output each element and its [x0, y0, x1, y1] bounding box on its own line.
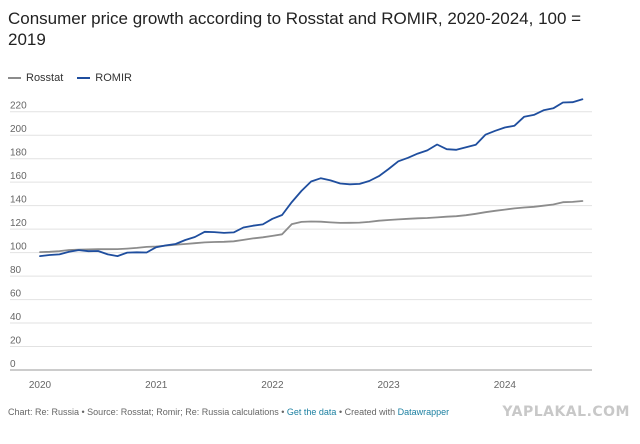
series-line-romir: [39, 98, 584, 258]
legend-swatch-rosstat: [8, 77, 21, 79]
legend: Rosstat ROMIR: [8, 72, 132, 84]
footer-separator-text: • Created with: [336, 407, 398, 417]
legend-swatch-romir: [77, 77, 91, 79]
y-tick-label-40: 40: [10, 312, 22, 323]
y-tick-label-80: 80: [10, 265, 22, 276]
x-tick-label-2023: 2023: [378, 380, 401, 391]
x-tick-label-2021: 2021: [145, 380, 168, 391]
series-line-rosstat: [39, 200, 584, 254]
x-tick-label-2020: 2020: [29, 380, 52, 391]
footer-source-text: Chart: Re: Russia • Source: Rosstat; Rom…: [8, 407, 287, 417]
x-tick-label-2022: 2022: [261, 380, 284, 391]
y-tick-label-160: 160: [10, 171, 27, 182]
y-tick-label-0: 0: [10, 359, 16, 370]
get-data-link[interactable]: Get the data: [286, 407, 337, 417]
legend-item-rosstat: Rosstat: [8, 72, 63, 84]
legend-label-romir: ROMIR: [95, 72, 132, 84]
y-tick-label-20: 20: [10, 336, 22, 347]
datawrapper-link[interactable]: Datawrapper: [397, 407, 450, 417]
y-tick-label-60: 60: [10, 289, 22, 300]
chart-title: Consumer price growth according to Rosst…: [8, 9, 582, 49]
y-tick-label-100: 100: [10, 242, 27, 253]
x-tick-label-2024: 2024: [494, 380, 517, 391]
legend-label-rosstat: Rosstat: [26, 72, 64, 84]
y-tick-label-200: 200: [10, 124, 27, 135]
y-tick-label-220: 220: [10, 101, 27, 112]
chart-footer: Chart: Re: Russia • Source: Rosstat; Rom…: [8, 407, 449, 417]
legend-item-romir: ROMIR: [77, 72, 132, 84]
y-tick-label-180: 180: [10, 148, 27, 159]
y-tick-label-140: 140: [10, 195, 27, 206]
watermark: YAPLAKAL.COM: [502, 404, 630, 420]
y-tick-label-120: 120: [10, 218, 27, 229]
